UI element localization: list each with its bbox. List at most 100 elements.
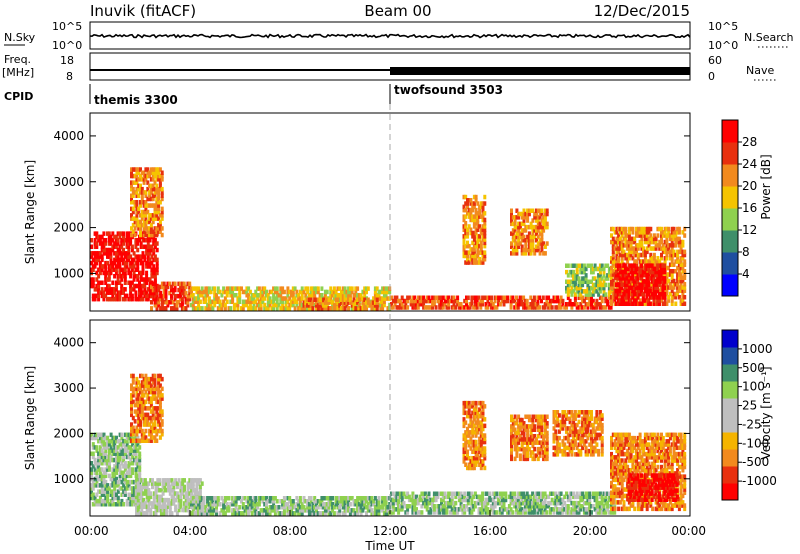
data-cell [284,306,288,311]
data-cell [265,293,268,298]
data-cell [652,282,656,287]
data-cell [350,496,354,501]
data-cell [256,505,260,510]
data-cell [193,499,197,504]
data-cell [641,279,645,284]
data-cell [170,494,174,500]
data-cell [130,428,133,434]
data-cell [413,305,417,310]
data-cell [141,296,145,302]
data-cell [650,279,654,284]
data-cell [511,494,515,500]
data-cell [243,508,247,513]
data-cell [198,293,202,298]
data-cell [622,230,626,235]
data-cell [134,470,138,475]
data-cell [300,286,304,291]
data-cell [135,167,139,172]
data-cell [463,507,467,512]
data-cell [356,502,360,507]
data-cell [153,216,157,221]
data-cell [334,502,338,507]
data-cell [461,510,465,515]
nave-label: Nave [746,64,774,77]
data-cell [470,302,474,307]
data-cell [581,289,585,294]
data-cell [173,281,177,287]
data-cell [670,230,674,235]
data-cell [141,244,145,249]
data-cell [441,497,445,503]
data-cell [618,266,622,272]
data-cell [142,386,146,392]
data-cell [498,295,502,300]
data-cell [518,231,522,236]
data-cell [657,272,661,278]
data-cell [440,491,443,496]
data-cell [661,269,665,275]
data-cell [341,511,345,516]
data-cell [207,502,211,507]
data-cell [104,267,108,272]
data-cell [472,204,476,210]
data-cell [413,295,417,300]
data-cell [677,236,681,242]
data-cell [257,499,261,504]
data-cell [95,270,99,276]
data-cell [123,461,127,466]
data-cell [195,502,199,507]
data-cell [445,295,449,300]
data-cell [413,494,417,500]
data-cell [618,269,622,275]
data-cell [448,491,452,496]
data-cell [122,502,126,507]
data-cell [281,289,285,295]
data-cell [155,257,159,263]
data-cell [129,283,133,289]
data-cell [107,270,111,276]
data-cell [631,263,635,268]
data-cell [93,260,97,266]
data-cell [598,289,602,294]
data-cell [636,246,640,251]
data-cell [640,276,643,281]
data-cell [643,233,647,238]
data-cell [151,409,155,414]
data-cell [481,234,485,239]
data-cell [661,295,665,300]
data-cell [502,302,506,307]
data-cell [474,194,478,200]
data-cell [329,511,333,516]
data-cell [361,502,365,507]
data-cell [472,234,476,239]
data-cell [159,507,163,513]
data-cell [225,299,229,304]
data-cell [640,233,644,238]
data-cell [145,491,149,496]
data-cell [452,302,456,307]
data-cell [257,306,261,311]
data-cell [135,173,139,179]
data-cell [157,373,161,379]
data-cell [123,479,127,485]
data-cell [134,457,138,463]
data-cell [109,260,113,266]
data-cell [674,233,678,238]
data-cell [527,238,531,243]
data-cell [225,502,229,507]
data-cell [270,289,274,295]
power-colorbar-label: Power [dB] [759,154,773,219]
data-cell [332,286,336,291]
data-cell [122,489,126,494]
data-cell [633,249,637,255]
data-cell [648,276,652,281]
data-cell [148,173,152,179]
data-cell [478,214,482,219]
data-cell [665,226,669,232]
data-cell [95,260,99,266]
data-cell [463,494,467,500]
data-cell [654,288,658,294]
data-cell [515,507,518,512]
data-cell [504,497,508,503]
data-cell [109,251,113,256]
